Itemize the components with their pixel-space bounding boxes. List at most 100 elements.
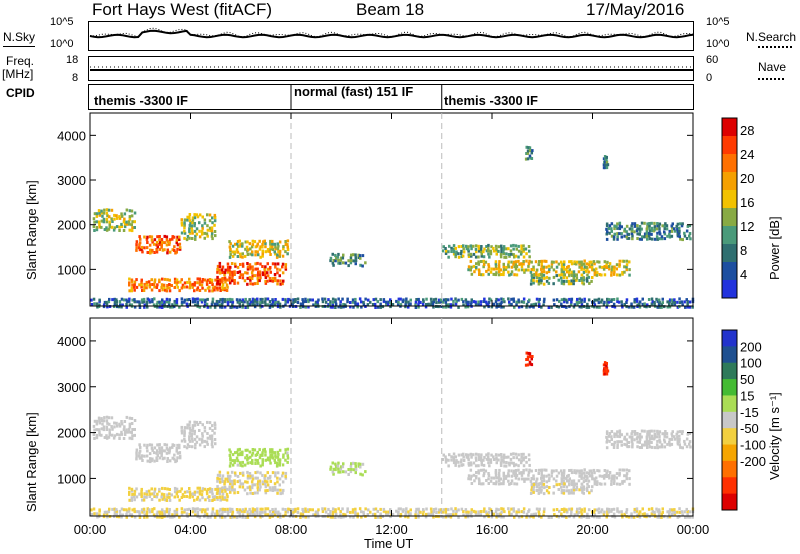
velocity-cell bbox=[259, 485, 262, 489]
power-cell bbox=[668, 302, 671, 306]
velocity-cell bbox=[264, 479, 267, 483]
power-cell bbox=[597, 301, 601, 305]
power-cell bbox=[296, 297, 300, 301]
power-cell bbox=[555, 298, 559, 302]
velocity-cell bbox=[487, 512, 490, 516]
velocity-cell bbox=[257, 480, 260, 484]
velocity-cell bbox=[494, 482, 498, 486]
power-cell bbox=[120, 305, 123, 309]
power-cell bbox=[113, 226, 117, 230]
power-cell bbox=[105, 211, 109, 215]
velocity-cell bbox=[263, 447, 266, 451]
power-cell bbox=[538, 302, 541, 306]
velocity-cell bbox=[166, 495, 169, 499]
velocity-cell bbox=[530, 469, 533, 473]
velocity-cell bbox=[173, 457, 176, 461]
power-cell bbox=[508, 303, 511, 307]
velocity-cell bbox=[356, 515, 359, 519]
velocity-cell bbox=[379, 512, 382, 516]
power-cell bbox=[482, 263, 486, 266]
velocity-cell bbox=[284, 474, 287, 478]
velocity-cell bbox=[514, 472, 518, 476]
velocity-cell bbox=[190, 434, 193, 438]
power-cell bbox=[206, 234, 209, 238]
power-cell bbox=[165, 300, 168, 304]
velocity-cell bbox=[246, 486, 249, 490]
power-cell bbox=[165, 289, 169, 293]
velocity-cell bbox=[502, 459, 505, 463]
velocity-cell bbox=[317, 508, 320, 512]
power-cell bbox=[573, 303, 576, 307]
velocity-cell bbox=[261, 482, 265, 486]
velocity-cell bbox=[504, 476, 508, 480]
velocity-cell bbox=[630, 440, 634, 443]
velocity-cell bbox=[107, 435, 111, 439]
power-colorbar-tick: 24 bbox=[740, 147, 754, 162]
power-cell bbox=[264, 273, 267, 277]
velocity-cell bbox=[470, 463, 473, 467]
power-cell bbox=[256, 242, 259, 246]
power-cell bbox=[279, 282, 282, 286]
velocity-cell bbox=[196, 510, 200, 514]
velocity-cell bbox=[483, 515, 486, 519]
power-cell bbox=[115, 214, 118, 218]
velocity-cell bbox=[670, 512, 674, 516]
velocity-cell bbox=[284, 513, 287, 517]
velocity-cell bbox=[133, 489, 137, 493]
power-cell bbox=[542, 270, 546, 274]
power-cell bbox=[434, 297, 438, 301]
power-cell bbox=[457, 255, 461, 259]
power-cell bbox=[361, 254, 365, 258]
velocity-cell bbox=[525, 351, 528, 355]
power-cell bbox=[621, 305, 624, 309]
velocity-cell bbox=[258, 456, 262, 460]
power-cell bbox=[188, 224, 192, 227]
power-cell bbox=[582, 276, 585, 280]
velocity-cell bbox=[215, 509, 219, 513]
power-cell bbox=[143, 305, 146, 309]
power-cell bbox=[607, 227, 611, 230]
velocity-cell bbox=[354, 507, 357, 511]
velocity-cell bbox=[156, 515, 159, 519]
power-cell bbox=[535, 297, 539, 301]
power-cell bbox=[673, 229, 677, 233]
power-cell bbox=[603, 166, 607, 170]
velocity-cell bbox=[196, 495, 200, 499]
power-cell bbox=[188, 236, 191, 240]
power-cell bbox=[663, 237, 667, 241]
velocity-cell bbox=[120, 422, 124, 426]
velocity-cell bbox=[221, 510, 224, 514]
power-cell bbox=[229, 242, 232, 246]
power-cell bbox=[487, 265, 491, 269]
velocity-cell bbox=[354, 464, 357, 468]
power-cell bbox=[261, 300, 264, 304]
velocity-cell bbox=[135, 451, 138, 455]
power-cell bbox=[226, 262, 230, 266]
power-cell bbox=[646, 225, 649, 229]
power-cell bbox=[254, 267, 257, 271]
velocity-cell bbox=[625, 472, 629, 476]
power-cell bbox=[221, 283, 225, 286]
velocity-cell bbox=[130, 422, 134, 425]
power-cell bbox=[537, 263, 540, 267]
power-cell bbox=[276, 267, 279, 271]
velocity-cell bbox=[685, 445, 689, 449]
power-cell bbox=[455, 250, 458, 254]
power-cell bbox=[143, 303, 146, 307]
power-cell bbox=[598, 305, 601, 309]
power-cell bbox=[105, 220, 109, 224]
velocity-cell bbox=[648, 437, 652, 441]
velocity-cell bbox=[560, 469, 563, 473]
velocity-cell bbox=[241, 450, 244, 454]
power-cell bbox=[515, 300, 518, 304]
velocity-cell bbox=[631, 435, 634, 439]
velocity-cell bbox=[118, 513, 122, 517]
velocity-colorbar-tick: 100 bbox=[740, 356, 762, 371]
power-cell bbox=[593, 298, 596, 302]
velocity-cell bbox=[337, 467, 340, 471]
velocity-cell bbox=[95, 419, 99, 423]
power-cell bbox=[253, 274, 256, 278]
power-colorbar-swatch bbox=[722, 118, 737, 137]
velocity-cell bbox=[145, 454, 149, 458]
velocity-cell bbox=[344, 513, 347, 517]
